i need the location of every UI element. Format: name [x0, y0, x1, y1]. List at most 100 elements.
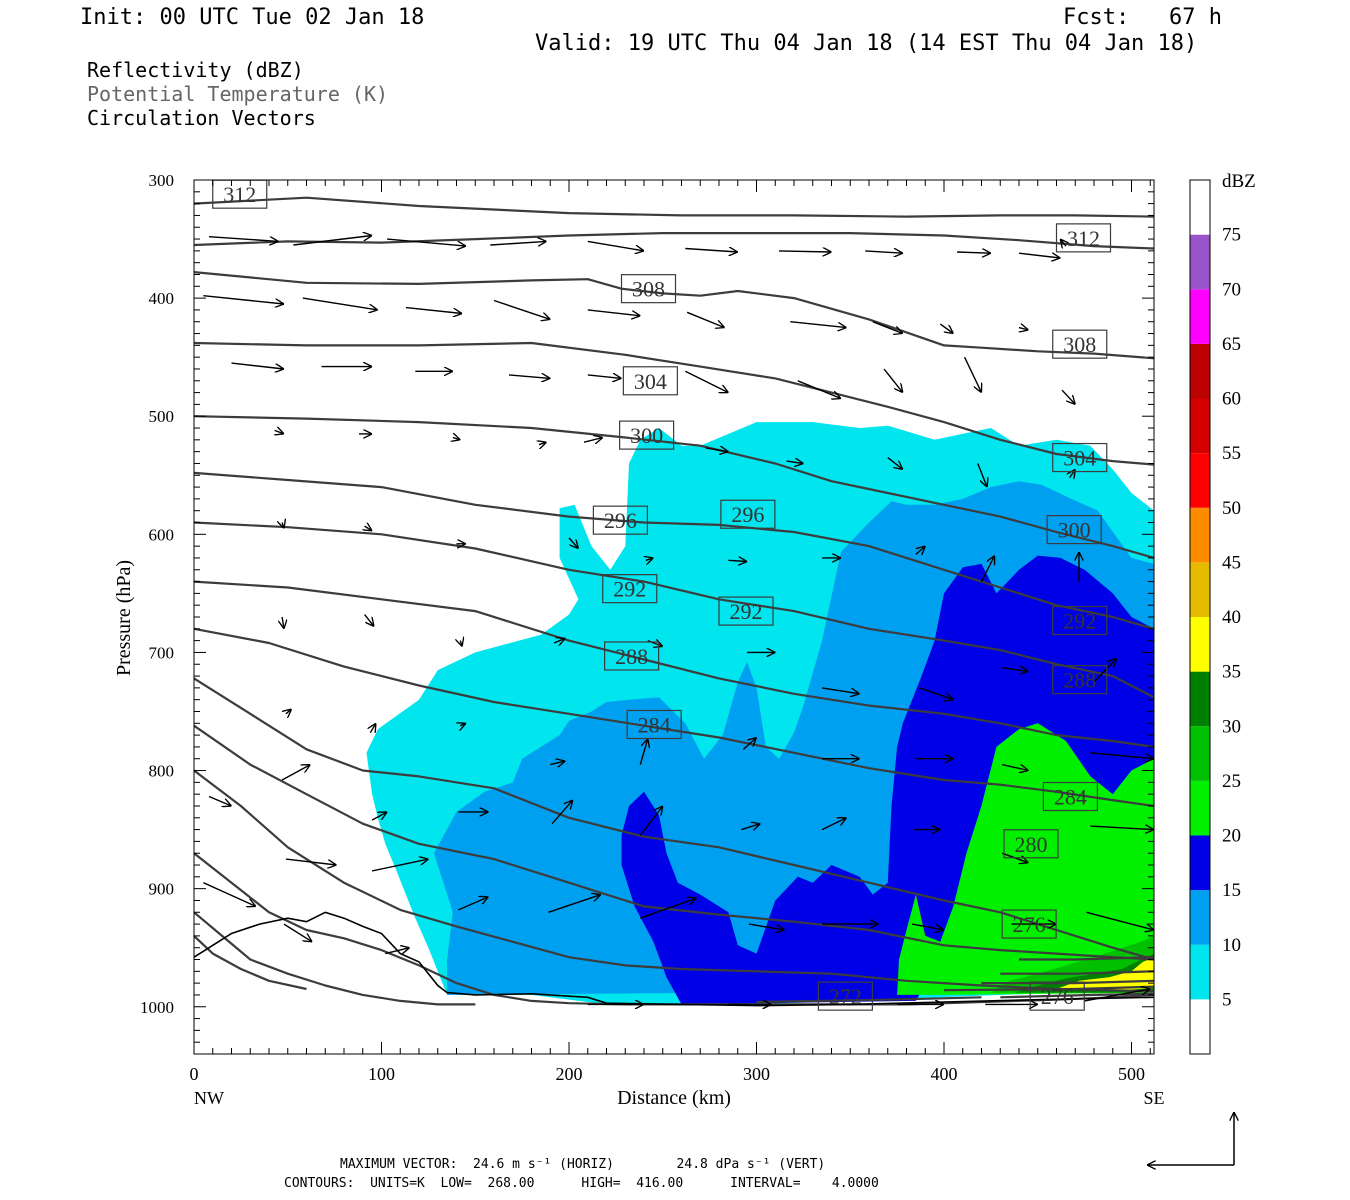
- circulation-vector: [865, 251, 903, 253]
- circulation-vector: [587, 375, 622, 379]
- circulation-vector: [1061, 389, 1075, 404]
- svg-text:280: 280: [1015, 832, 1048, 857]
- theta-label-292: 292: [1052, 605, 1108, 636]
- theta-contour-272: [756, 996, 982, 1004]
- x-tick-label: 0: [190, 1064, 199, 1084]
- colorbar-bin: [1190, 835, 1210, 891]
- theta-contour-300: [193, 677, 1155, 961]
- colorbar-label: 40: [1222, 607, 1241, 628]
- theta-label-312: 312: [212, 179, 268, 209]
- circulation-vector: [281, 765, 310, 781]
- circulation-vector: [1090, 826, 1154, 830]
- circulation-vector: [1086, 911, 1155, 930]
- circulation-vector: [883, 368, 903, 393]
- theta-label-304: 304: [622, 366, 678, 396]
- circulation-vector: [539, 442, 547, 444]
- theta-label-284: 284: [1042, 781, 1098, 812]
- theta-label-304: 304: [1052, 442, 1108, 473]
- circulation-vector: [748, 923, 785, 930]
- circulation-vector: [686, 311, 725, 327]
- circulation-vector: [963, 356, 982, 392]
- colorbar-label: 45: [1222, 552, 1241, 573]
- x-tick-label: 100: [368, 1064, 395, 1084]
- circulation-vector: [872, 321, 903, 334]
- circulation-vector: [646, 558, 654, 560]
- circulation-vector: [977, 463, 987, 488]
- circulation-vector: [911, 923, 944, 930]
- colorbar-label: 10: [1222, 935, 1241, 956]
- circulation-vector: [490, 241, 546, 245]
- colorbar-label: 70: [1222, 279, 1241, 300]
- x-tick-label: 300: [743, 1064, 770, 1084]
- circulation-vector: [640, 898, 696, 919]
- circulation-vector: [275, 430, 284, 434]
- circulation-vector: [458, 897, 488, 911]
- circulation-vector: [705, 448, 729, 452]
- theta-label-288: 288: [604, 641, 660, 671]
- colorbar-label: 60: [1222, 389, 1241, 410]
- x-tick-label: 500: [1118, 1064, 1145, 1084]
- colorbar-frame: [1189, 179, 1211, 1055]
- y-tick-label: 400: [149, 289, 175, 308]
- colorbar-bin: [1190, 999, 1210, 1055]
- y-axis-label: Pressure (hPa): [113, 560, 135, 676]
- y-tick-label: 600: [149, 525, 175, 544]
- theta-contour-276: [943, 985, 1155, 992]
- circulation-vector: [460, 641, 462, 647]
- circulation-vector: [980, 556, 995, 582]
- circulation-vector: [1093, 658, 1117, 683]
- circulation-vector: [919, 687, 954, 700]
- colorbar-bin: [1190, 671, 1210, 727]
- theta-label-292: 292: [602, 574, 658, 604]
- theta-label-284: 284: [626, 709, 682, 740]
- circulation-vector: [365, 526, 373, 531]
- colorbar-label: 30: [1222, 716, 1241, 737]
- y-tick-label: 900: [149, 880, 175, 899]
- svg-text:292: 292: [1063, 609, 1096, 634]
- svg-text:284: 284: [638, 712, 671, 737]
- circulation-vector: [1084, 989, 1151, 1002]
- contours-note: CONTOURS: UNITS=K LOW= 268.00 HIGH= 416.…: [284, 1176, 879, 1191]
- colorbar-bin: [1190, 289, 1210, 344]
- circulation-vector: [371, 859, 428, 872]
- circulation-vector: [583, 438, 603, 443]
- theta-label-276: 276: [1029, 981, 1085, 1011]
- colorbar-bin: [1190, 726, 1210, 781]
- colorbar-bin: [1190, 890, 1210, 945]
- circulation-vector: [587, 309, 641, 316]
- circulation-vector: [1090, 752, 1154, 759]
- x-endpoint-right: SE: [1143, 1088, 1164, 1108]
- circulation-vector: [283, 923, 312, 942]
- theta-label-280: 280: [1003, 829, 1059, 859]
- svg-text:308: 308: [1063, 332, 1096, 357]
- circulation-vector: [370, 723, 376, 732]
- svg-text:272: 272: [829, 984, 862, 1009]
- theta-label-308: 308: [1052, 329, 1108, 359]
- colorbar-unit: dBZ: [1222, 171, 1256, 192]
- circulation-vector: [1070, 469, 1076, 477]
- theta-label-296: 296: [720, 499, 776, 529]
- x-tick-label: 400: [931, 1064, 958, 1084]
- theta-contour-312: [193, 232, 1155, 250]
- svg-text:312: 312: [223, 182, 256, 207]
- theta-contour-284: [193, 935, 307, 991]
- colorbar-bin: [1190, 453, 1210, 508]
- circulation-vector: [551, 800, 573, 825]
- x-axis-label: Distance (km): [617, 1087, 731, 1109]
- colorbar-label: 75: [1222, 225, 1241, 246]
- theta-contour-276: [1000, 992, 1155, 999]
- svg-text:308: 308: [632, 277, 665, 302]
- circulation-vector: [208, 236, 278, 242]
- circulation-vector: [405, 306, 462, 314]
- circulation-vector: [1002, 668, 1028, 672]
- circulation-vector: [508, 375, 550, 379]
- theta-contour-296: [193, 627, 1155, 808]
- svg-text:300: 300: [1058, 518, 1091, 543]
- colorbar-bin: [1190, 180, 1210, 235]
- max-vector-note: MAXIMUM VECTOR: 24.6 m s⁻¹ (HORIZ) 24.8 …: [340, 1157, 826, 1172]
- colorbar-bin: [1190, 944, 1210, 1000]
- theta-label-292: 292: [718, 596, 774, 626]
- svg-text:292: 292: [613, 577, 646, 602]
- circulation-vector: [639, 806, 663, 836]
